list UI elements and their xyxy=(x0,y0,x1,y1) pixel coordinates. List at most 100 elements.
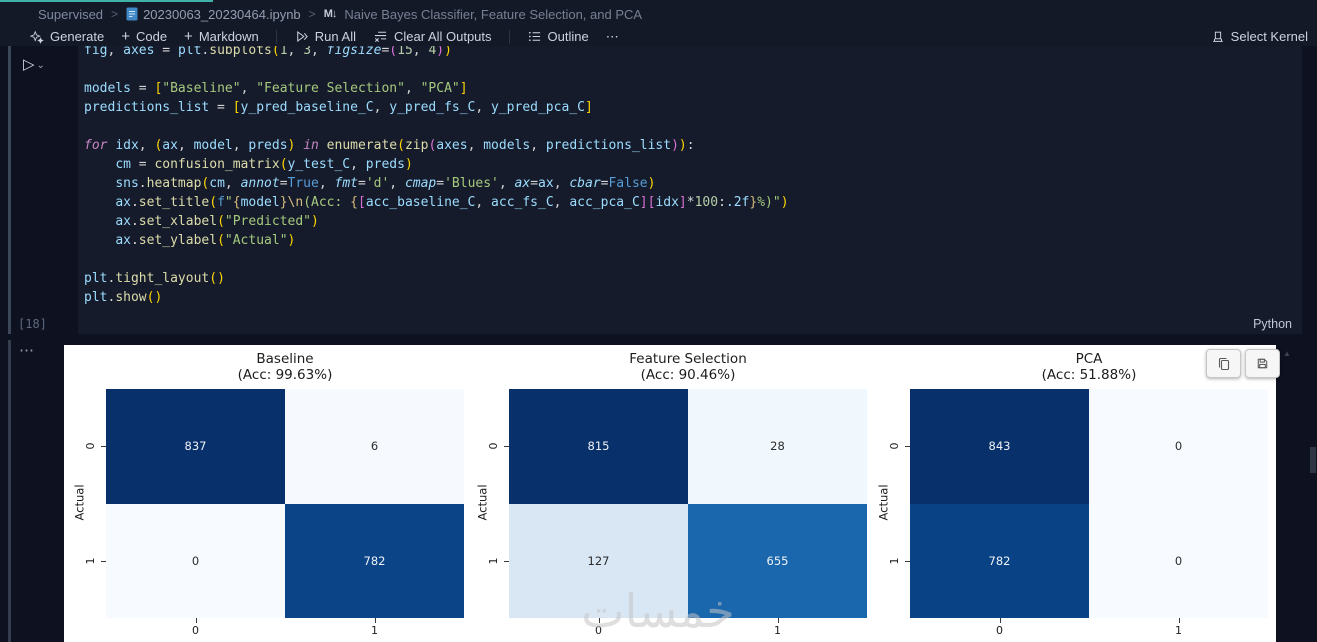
chart-title: PCA (Acc: 51.88%) xyxy=(910,351,1268,383)
code-line: models = ["Baseline", "Feature Selection… xyxy=(84,81,468,96)
breadcrumb-folder[interactable]: Supervised xyxy=(38,6,104,22)
chart-subtitle: (Acc: 51.88%) xyxy=(1041,367,1137,383)
code-line: for idx, (ax, model, preds) in enumerate… xyxy=(84,138,695,153)
clear-all-outputs-label: Clear All Outputs xyxy=(393,29,492,44)
code-line: cm = confusion_matrix(y_test_C, preds) xyxy=(115,157,413,172)
collapse-output-icon[interactable]: ▲ xyxy=(1283,349,1291,358)
x-tick-mark xyxy=(777,618,779,623)
add-markdown-label: Markdown xyxy=(198,29,259,44)
y-tick-mark xyxy=(905,446,910,448)
play-icon: ▷ xyxy=(23,56,35,73)
clear-all-outputs-button[interactable]: Clear All Outputs xyxy=(373,29,492,44)
add-code-cell-button[interactable]: + Code xyxy=(121,28,167,45)
y-tick-mark xyxy=(905,560,910,562)
toolbar-divider xyxy=(275,29,277,44)
breadcrumb-file[interactable]: 20230063_20230464.ipynb xyxy=(126,7,301,22)
y-tick-mark xyxy=(504,560,509,562)
y-tick-mark xyxy=(101,560,106,562)
heatmap: 843 0 782 0 xyxy=(910,389,1268,618)
code-line: sns.heatmap(cm, annot=True, fmt='d', cma… xyxy=(115,176,656,191)
code-line: plt.tight_layout() xyxy=(84,271,225,286)
y-tick-mark xyxy=(504,446,509,448)
sparkle-icon xyxy=(30,30,44,44)
code-line: ax.set_title(f"{model}\n(Acc: {[acc_base… xyxy=(115,195,789,210)
code-line: predictions_list = [y_pred_baseline_C, y… xyxy=(84,100,593,115)
code-line xyxy=(84,250,789,269)
cell-focus-bar xyxy=(8,46,11,334)
x-tick-label: 1 xyxy=(1175,624,1182,637)
run-all-icon xyxy=(297,30,308,43)
output-focus-bar xyxy=(8,340,11,642)
subplot-feature-selection: Feature Selection (Acc: 90.46%) 815 28 127 65… xyxy=(476,345,867,642)
select-kernel-button[interactable]: Select Kernel xyxy=(1211,29,1308,44)
x-tick-mark xyxy=(374,618,376,623)
chart-subtitle: (Acc: 90.46%) xyxy=(640,367,736,383)
run-all-button[interactable]: Run All xyxy=(294,29,356,44)
cell-language-picker[interactable]: Python xyxy=(1253,317,1292,331)
code-line: ax.set_ylabel("Actual") xyxy=(115,233,296,248)
notebook-file-icon xyxy=(126,7,138,21)
outline-label: Outline xyxy=(547,29,589,44)
save-output-button[interactable] xyxy=(1245,349,1280,378)
add-code-label: Code xyxy=(135,29,168,44)
clear-all-icon xyxy=(374,31,387,43)
y-axis-label: Actual xyxy=(72,484,87,521)
scrollbar-thumb[interactable] xyxy=(1310,447,1316,473)
chevron-right-icon: > xyxy=(308,7,316,21)
y-tick-label: 1 xyxy=(84,557,97,565)
notebook-toolbar: Generate + Code + Markdown Run All Clear… xyxy=(30,27,619,46)
x-tick-label: 0 xyxy=(595,624,602,637)
markdown-icon: M↓ xyxy=(323,8,338,20)
matplotlib-figure: Baseline (Acc: 99.63%) 837 6 0 782 0 1 0 1 Actual … xyxy=(64,345,1276,642)
x-tick-label: 0 xyxy=(192,624,199,637)
run-all-label: Run All xyxy=(314,29,356,44)
copy-icon xyxy=(1218,357,1229,370)
generate-button[interactable]: Generate xyxy=(30,29,104,44)
plus-icon: + xyxy=(184,28,193,45)
heatmap: 837 6 0 782 xyxy=(106,389,464,618)
copy-output-button[interactable] xyxy=(1206,349,1241,378)
run-cell-button[interactable]: ▷ ⌄ xyxy=(23,55,45,73)
kernel-icon xyxy=(1212,31,1223,42)
subplot-pca: PCA (Acc: 51.88%) 843 0 782 0 0 1 0 1 Actual xyxy=(877,345,1268,642)
chart-title: Feature Selection (Acc: 90.46%) xyxy=(509,351,867,383)
breadcrumb: Supervised > 20230063_20230464.ipynb > M… xyxy=(38,6,642,22)
output-more-actions[interactable]: ⋯ xyxy=(19,342,35,359)
subplot-baseline: Baseline (Acc: 99.63%) 837 6 0 782 0 1 0 1 Actual xyxy=(73,345,464,642)
more-actions-button[interactable]: ⋯ xyxy=(605,28,619,44)
select-kernel-label: Select Kernel xyxy=(1230,29,1308,44)
chart-title-line: PCA xyxy=(1075,351,1103,367)
heatmap-cell: 0 xyxy=(1089,503,1268,618)
notebook-header: Supervised > 20230063_20230464.ipynb > M… xyxy=(0,0,1317,46)
x-tick-mark xyxy=(598,618,600,623)
breadcrumb-section[interactable]: Naive Bayes Classifier, Feature Selectio… xyxy=(344,6,643,22)
add-markdown-cell-button[interactable]: + Markdown xyxy=(184,28,259,45)
toolbar-divider xyxy=(508,29,510,44)
heatmap-cell: 0 xyxy=(106,503,285,618)
x-tick-label: 1 xyxy=(371,624,378,637)
chart-title-line: Baseline xyxy=(256,351,314,367)
chart-title: Baseline (Acc: 99.63%) xyxy=(106,351,464,383)
code-editor[interactable]: fig, axes = plt.subplots(1, 3, figsize=(… xyxy=(84,46,789,307)
chevron-right-icon: > xyxy=(111,7,119,21)
save-icon xyxy=(1257,358,1268,369)
x-tick-mark xyxy=(999,618,1001,623)
y-tick-label: 0 xyxy=(888,442,901,450)
heatmap-cell: 6 xyxy=(285,389,464,504)
heatmap-cell: 843 xyxy=(910,389,1089,504)
heatmap-cell: 0 xyxy=(1089,389,1268,504)
outline-button[interactable]: Outline xyxy=(527,29,589,44)
plus-icon: + xyxy=(121,28,130,45)
x-tick-mark xyxy=(195,618,197,623)
heatmap-cell: 655 xyxy=(688,503,867,618)
code-line xyxy=(84,60,789,79)
heatmap-cell: 815 xyxy=(509,389,688,504)
code-cell: fig, axes = plt.subplots(1, 3, figsize=(… xyxy=(78,46,1302,334)
x-tick-label: 1 xyxy=(774,624,781,637)
heatmap-cell: 127 xyxy=(509,503,688,618)
code-line: plt.show() xyxy=(84,290,163,305)
chart-title-line: Feature Selection xyxy=(629,351,747,367)
code-line: ax.set_xlabel("Predicted") xyxy=(115,214,319,229)
y-tick-label: 1 xyxy=(888,557,901,565)
